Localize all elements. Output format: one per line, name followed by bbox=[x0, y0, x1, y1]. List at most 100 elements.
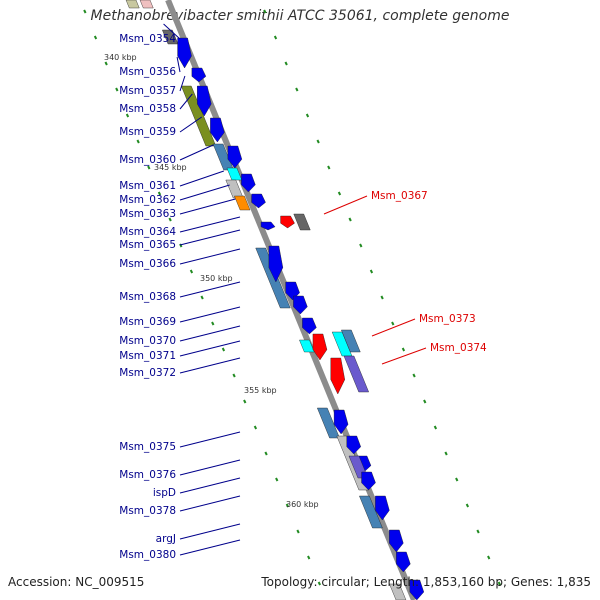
gene-label-argj[interactable]: argJ bbox=[156, 533, 176, 545]
map-title: Methanobrevibacter smithii ATCC 35061, c… bbox=[90, 8, 510, 24]
ruler-dot bbox=[423, 399, 427, 404]
ruler-dot bbox=[307, 555, 311, 560]
ruler-dot bbox=[263, 9, 267, 14]
gene-feature bbox=[251, 193, 266, 209]
gene-feature bbox=[125, 0, 140, 9]
ruler-dot bbox=[380, 295, 384, 300]
gene-label-msm-0354[interactable]: Msm_0354 bbox=[119, 33, 176, 45]
label-connector bbox=[163, 23, 181, 40]
gene-label-msm-0363[interactable]: Msm_0363 bbox=[119, 208, 176, 220]
accession-label: Accession: NC_009515 bbox=[8, 575, 145, 589]
gene-label-msm-0357[interactable]: Msm_0357 bbox=[119, 85, 176, 97]
label-connector bbox=[179, 144, 214, 161]
label-connector bbox=[179, 216, 241, 233]
gene-label-msm-0378[interactable]: Msm_0378 bbox=[119, 505, 176, 517]
ruler-label-0: 340 kbp bbox=[104, 53, 137, 62]
gene-feature bbox=[359, 495, 383, 529]
ruler-dot bbox=[147, 165, 151, 170]
gene-label-msm-0380[interactable]: Msm_0380 bbox=[119, 549, 176, 561]
gene-feature bbox=[268, 245, 284, 283]
ruler-dot bbox=[273, 35, 278, 40]
label-connector bbox=[179, 248, 241, 265]
ruler-dot bbox=[487, 555, 491, 560]
gene-feature bbox=[389, 583, 407, 600]
gene-label-msm-0372[interactable]: Msm_0372 bbox=[119, 367, 176, 379]
ruler-dot bbox=[83, 9, 87, 14]
gene-label-msm-0369[interactable]: Msm_0369 bbox=[119, 316, 176, 328]
ruler-dots bbox=[83, 9, 502, 586]
gene-feature bbox=[346, 435, 361, 455]
gene-label-ispd[interactable]: ispD bbox=[153, 487, 176, 499]
gene-label-msm-0374[interactable]: Msm_0374 bbox=[430, 342, 487, 354]
ruler-dot bbox=[284, 61, 288, 66]
label-connector bbox=[179, 523, 241, 540]
gene-label-msm-0373[interactable]: Msm_0373 bbox=[419, 313, 476, 325]
ruler-dot bbox=[157, 191, 162, 196]
gene-label-msm-0359[interactable]: Msm_0359 bbox=[119, 126, 176, 138]
gene-feature bbox=[396, 551, 411, 573]
gene-label-msm-0368[interactable]: Msm_0368 bbox=[119, 291, 176, 303]
gene-label-msm-0376[interactable]: Msm_0376 bbox=[119, 469, 176, 481]
gene-feature bbox=[255, 247, 291, 309]
gene-feature bbox=[293, 295, 308, 315]
ruler-dot bbox=[243, 399, 247, 404]
ruler-dot bbox=[232, 373, 236, 378]
gene-feature bbox=[260, 221, 276, 231]
label-connector bbox=[179, 93, 193, 110]
gene-label-msm-0356[interactable]: Msm_0356 bbox=[119, 66, 176, 78]
gene-label-msm-0361[interactable]: Msm_0361 bbox=[119, 180, 176, 192]
gene-label-msm-0370[interactable]: Msm_0370 bbox=[119, 335, 176, 347]
label-connector bbox=[179, 495, 241, 512]
ruler-dot bbox=[497, 581, 502, 586]
label-connector bbox=[179, 170, 225, 187]
label-connector bbox=[179, 198, 236, 215]
gene-label-msm-0360[interactable]: Msm_0360 bbox=[119, 154, 176, 166]
gene-feature bbox=[302, 317, 317, 335]
ruler-dot bbox=[200, 295, 204, 300]
ruler-label-2: 350 kbp bbox=[200, 274, 233, 283]
right-gene-labels: Msm_0367 Msm_0373 Msm_0374 bbox=[371, 190, 487, 354]
gene-label-msm-0362[interactable]: Msm_0362 bbox=[119, 194, 176, 206]
gene-feature bbox=[333, 409, 349, 435]
topology-label: Topology: circular; Length: 1,853,160 bp… bbox=[261, 575, 591, 589]
label-connector bbox=[381, 347, 427, 365]
label-connector bbox=[323, 195, 368, 215]
gene-label-msm-0367[interactable]: Msm_0367 bbox=[371, 190, 428, 202]
ruler-dot bbox=[337, 191, 342, 196]
gene-label-msm-0371[interactable]: Msm_0371 bbox=[119, 350, 176, 362]
ruler-dot bbox=[295, 87, 299, 92]
gene-feature bbox=[312, 333, 328, 361]
label-connector bbox=[179, 459, 241, 476]
ruler-label-1: 345 kbp bbox=[154, 163, 187, 172]
ruler-dot bbox=[125, 113, 130, 118]
label-connector bbox=[179, 431, 241, 448]
gene-feature bbox=[280, 215, 295, 229]
ruler-dot bbox=[348, 217, 352, 222]
gene-feature bbox=[330, 357, 345, 395]
gene-label-msm-0364[interactable]: Msm_0364 bbox=[119, 226, 176, 238]
gene-label-msm-0366[interactable]: Msm_0366 bbox=[119, 258, 176, 270]
gene-label-msm-0358[interactable]: Msm_0358 bbox=[119, 103, 176, 115]
gene-label-msm-0365[interactable]: Msm_0365 bbox=[119, 239, 176, 251]
label-connector bbox=[179, 357, 241, 374]
ruler-dot bbox=[359, 243, 363, 248]
ruler-dot bbox=[275, 477, 279, 482]
ruler-dot bbox=[104, 61, 108, 66]
ruler-dot bbox=[93, 35, 98, 40]
ruler-dot bbox=[168, 217, 172, 222]
label-connector bbox=[179, 184, 230, 201]
gene-feature bbox=[409, 579, 425, 600]
ruler-dot bbox=[264, 451, 268, 456]
ruler-dot bbox=[305, 113, 310, 118]
ruler-dot bbox=[476, 529, 480, 534]
gene-label-msm-0375[interactable]: Msm_0375 bbox=[119, 441, 176, 453]
gene-feature bbox=[234, 195, 251, 211]
left-gene-labels: Msm_0354 Msm_0356 Msm_0357 Msm_0358 Msm_0359… bbox=[119, 33, 176, 561]
ruler-dot bbox=[369, 269, 374, 274]
gene-feature bbox=[227, 145, 243, 169]
gene-feature bbox=[361, 471, 376, 491]
label-connector bbox=[179, 340, 241, 357]
label-connector bbox=[179, 325, 241, 342]
ruler-dot bbox=[115, 87, 119, 92]
